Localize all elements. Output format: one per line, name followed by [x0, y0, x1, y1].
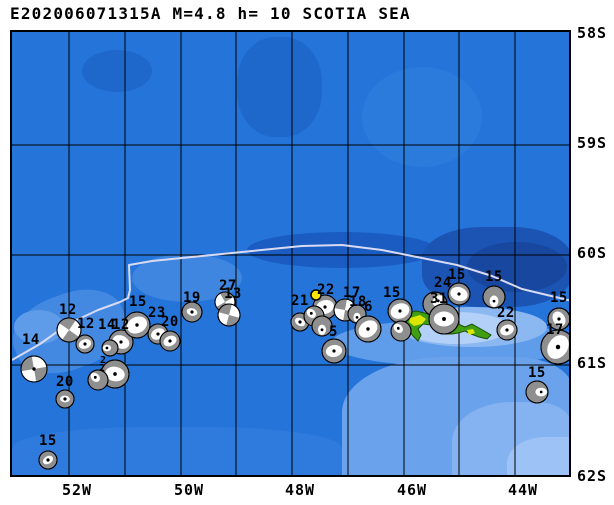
focal-mechanism-marker: [87, 369, 109, 391]
focal-mechanism-marker: [159, 330, 181, 352]
focal-mechanism-marker: [56, 317, 82, 343]
depth-label: 21: [291, 293, 309, 309]
focal-mechanism-marker: [20, 355, 48, 383]
depth-label: 15: [550, 290, 568, 306]
focal-mechanism-layer: [20, 282, 569, 470]
latitude-tick-label: 59S: [577, 134, 608, 152]
focal-mechanism-marker: [547, 307, 569, 331]
depth-label: 17: [343, 285, 361, 301]
plate-boundary-line: [12, 244, 569, 361]
bathymetry-patch: [247, 232, 437, 268]
figure-title: E202006071315A M=4.8 h= 10 SCOTIA SEA: [10, 4, 411, 23]
depth-label: 15: [485, 269, 503, 285]
focal-mechanism-marker: [147, 323, 169, 345]
depth-label: 19: [183, 290, 201, 306]
focal-mechanism-marker: [447, 282, 471, 306]
depth-label: 27: [219, 278, 237, 294]
focal-mechanism-marker: [482, 285, 506, 309]
depth-label: 22: [317, 282, 335, 298]
longitude-tick-label: 44W: [507, 481, 539, 499]
depth-label: 20: [56, 374, 74, 390]
depth-label: 24: [434, 275, 452, 291]
focal-mechanism-marker: [311, 315, 333, 337]
focal-mechanism-marker: [496, 319, 518, 341]
depth-label: 15: [383, 285, 401, 301]
epicenter-marker: [310, 289, 322, 301]
depth-label: 12: [77, 316, 95, 332]
latitude-tick-label: 62S: [577, 467, 608, 485]
longitude-tick-label: 50W: [173, 481, 205, 499]
latitude-tick-label: 58S: [577, 24, 608, 42]
focal-mechanism-marker: [38, 450, 58, 470]
depth-label: 18: [349, 294, 367, 310]
latitude-tick-label: 61S: [577, 354, 608, 372]
focal-mechanism-marker: [101, 339, 119, 357]
focal-mechanism-marker: [525, 380, 549, 404]
focal-mechanism-marker: [123, 311, 151, 339]
depth-label: 12: [112, 317, 130, 333]
longitude-tick-label: 48W: [284, 481, 316, 499]
focal-mechanism-marker: [321, 338, 347, 364]
depth-label: 12: [59, 302, 77, 318]
focal-mechanism-marker: [181, 301, 203, 323]
focal-mechanism-marker: [390, 320, 412, 342]
latitude-tick-label: 60S: [577, 244, 608, 262]
depth-label: 15: [528, 365, 546, 381]
longitude-tick-label: 46W: [396, 481, 428, 499]
focal-mechanism-marker: [387, 298, 413, 324]
depth-label: 13: [224, 286, 242, 302]
longitude-tick-label: 52W: [61, 481, 93, 499]
depth-label: 15: [129, 294, 147, 310]
focal-mechanism-marker: [428, 303, 460, 335]
east-island-highland: [467, 329, 475, 335]
depth-label: 14: [98, 317, 116, 333]
bathymetry-patch: [14, 310, 64, 344]
depth-label: 31: [430, 291, 448, 307]
bathymetry-patch: [362, 67, 482, 167]
bathymetry-patch: [467, 242, 567, 292]
bathymetry-patch: [12, 427, 342, 475]
depth-label: 15: [39, 433, 57, 449]
depth-label: 14: [22, 332, 40, 348]
focal-mechanism-marker: [354, 315, 382, 343]
depth-label: 2: [100, 355, 107, 366]
depth-label: 20: [161, 314, 179, 330]
depth-label: 5: [329, 324, 338, 340]
depth-label: 2: [99, 363, 106, 374]
map-canvas: 12 12 14 14 12 15 23 20 19 27 13 21 22 17 18 6 5 15 24 15 31…: [10, 30, 571, 477]
focal-mechanism-marker: [75, 334, 95, 354]
depth-label: 23: [148, 305, 166, 321]
bathymetry-patch: [82, 50, 152, 92]
focal-mechanism-marker: [540, 329, 569, 365]
depth-label: 6: [364, 299, 373, 315]
depth-label: 22: [497, 305, 515, 321]
focal-mechanism-marker: [55, 389, 75, 409]
depth-label: 17: [546, 322, 564, 338]
west-island-highland: [409, 315, 426, 326]
bathymetry-patch: [237, 37, 322, 137]
depth-label: 15: [448, 267, 466, 283]
focal-mechanism-marker: [217, 303, 241, 327]
